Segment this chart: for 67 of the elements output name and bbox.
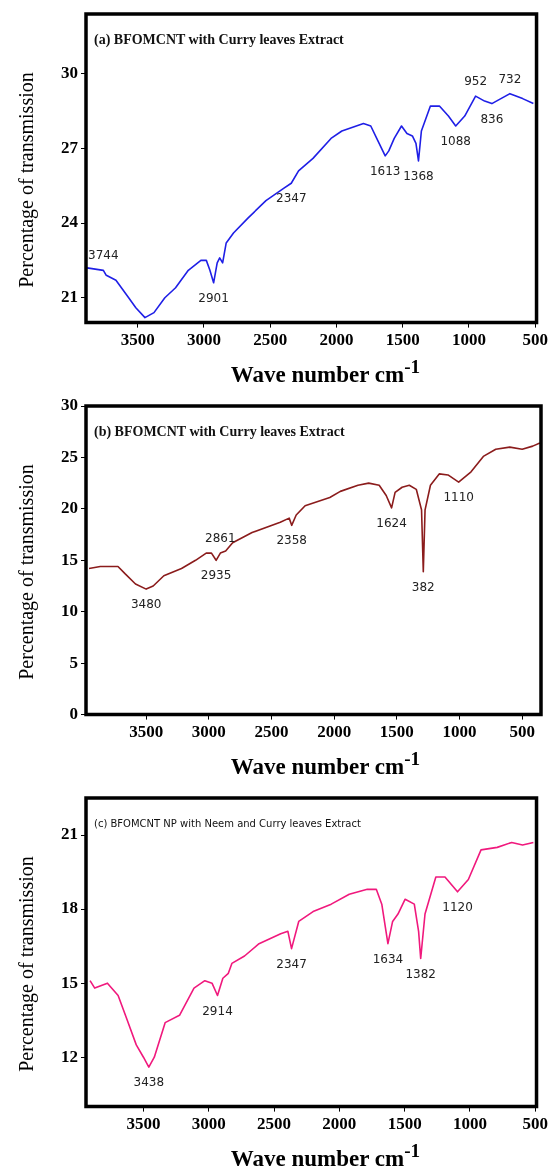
annotation: 952 bbox=[464, 74, 488, 89]
annotation: 382 bbox=[411, 579, 435, 594]
y-tick-label: 30 bbox=[61, 63, 78, 83]
x-tick-label: 2000 bbox=[319, 330, 354, 350]
annotation: 1368 bbox=[403, 168, 434, 183]
y-tick-label: 15 bbox=[61, 549, 78, 569]
x-tick-label: 1500 bbox=[387, 1114, 422, 1134]
x-tick-label: 1500 bbox=[385, 330, 420, 350]
annotation: 1088 bbox=[440, 134, 471, 149]
x-tick-label: 3500 bbox=[129, 722, 164, 742]
x-tick-label: 3000 bbox=[186, 330, 221, 350]
x-axis-title: Wave number cm$^{-1}$ bbox=[229, 748, 422, 780]
annotation: 2358 bbox=[276, 533, 307, 548]
x-axis-title: Wave number cm$^{-1}$ bbox=[229, 356, 422, 388]
y-tick-label: 27 bbox=[61, 137, 79, 157]
y-tick-label: 5 bbox=[69, 652, 78, 672]
annotation: 1110 bbox=[443, 490, 474, 505]
y-tick-label: 21 bbox=[61, 824, 78, 844]
annotation: 3480 bbox=[130, 597, 162, 612]
y-tick-label: 20 bbox=[61, 498, 78, 518]
y-tick-label: 18 bbox=[61, 898, 78, 918]
y-tick-label: 12 bbox=[61, 1046, 78, 1066]
annotation: 1120 bbox=[442, 899, 473, 914]
y-tick-label: 15 bbox=[61, 972, 78, 992]
annotation: 732 bbox=[498, 71, 522, 86]
x-tick-label: 2000 bbox=[317, 722, 352, 742]
y-tick-label: 10 bbox=[61, 601, 78, 621]
x-tick-label: 1500 bbox=[379, 722, 414, 742]
text: (a) BFOMCNT with Curry leaves Extract bbox=[94, 31, 345, 48]
x-tick-label: 3500 bbox=[120, 330, 155, 350]
x-tick-label: 3500 bbox=[126, 1114, 161, 1134]
y-tick-label: 25 bbox=[61, 446, 78, 466]
annotation: 1613 bbox=[369, 163, 401, 178]
x-tick-label: 2500 bbox=[254, 722, 289, 742]
x-tick-label: 1000 bbox=[451, 330, 486, 350]
x-tick-label: 500 bbox=[522, 1114, 548, 1134]
y-axis-title: Percentage of transmission bbox=[14, 72, 38, 288]
y-tick-label: 24 bbox=[61, 212, 79, 232]
text: (c) BFOMCNT NP with Neem and Curry leaves Extract bbox=[94, 817, 361, 829]
annotation: 836 bbox=[480, 111, 504, 126]
annotation: 2914 bbox=[202, 1003, 233, 1018]
x-tick-label: 1000 bbox=[442, 722, 477, 742]
y-tick-label: 30 bbox=[61, 395, 78, 415]
annotation: 1624 bbox=[376, 515, 407, 530]
annotation: 3744 bbox=[88, 248, 119, 263]
annotation: 1634 bbox=[372, 951, 404, 966]
annotation: 2347 bbox=[276, 956, 307, 971]
x-tick-label: 1000 bbox=[452, 1114, 487, 1134]
annotation: 2347 bbox=[275, 191, 307, 206]
x-tick-label: 500 bbox=[509, 722, 535, 742]
annotation: 2901 bbox=[198, 290, 229, 305]
x-tick-label: 3000 bbox=[191, 1114, 226, 1134]
y-tick-label: 0 bbox=[69, 703, 78, 723]
annotation: 2861 bbox=[205, 531, 236, 546]
annotation: 2935 bbox=[200, 568, 232, 583]
x-tick-label: 2500 bbox=[253, 330, 288, 350]
x-axis-title: Wave number cm$^{-1}$ bbox=[229, 1140, 422, 1172]
x-tick-label: 2500 bbox=[257, 1114, 292, 1134]
y-axis-title: Percentage of transmission bbox=[14, 464, 38, 680]
y-axis-title: Percentage of transmission bbox=[14, 856, 38, 1072]
annotation: 1382 bbox=[405, 966, 436, 981]
x-tick-label: 3000 bbox=[191, 722, 226, 742]
y-tick-label: 21 bbox=[61, 287, 78, 307]
annotation: 3438 bbox=[133, 1075, 165, 1090]
x-tick-label: 2000 bbox=[322, 1114, 357, 1134]
text: (b) BFOMCNT with Curry leaves Extract bbox=[94, 423, 345, 440]
x-tick-label: 500 bbox=[522, 330, 548, 350]
